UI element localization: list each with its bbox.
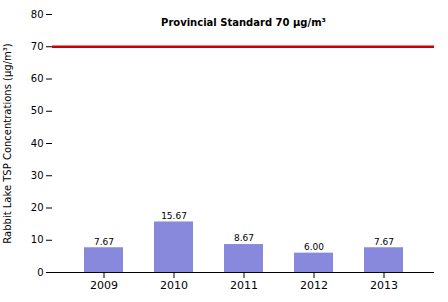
svg-text:10: 10 (31, 234, 44, 245)
svg-text:50: 50 (31, 105, 44, 116)
svg-text:60: 60 (31, 73, 44, 84)
svg-text:2012: 2012 (300, 279, 328, 292)
svg-text:2010: 2010 (160, 279, 188, 292)
svg-text:8.67: 8.67 (234, 233, 254, 243)
svg-text:0: 0 (37, 267, 43, 278)
svg-text:80: 80 (31, 9, 44, 20)
svg-text:2009: 2009 (90, 279, 118, 292)
svg-text:2013: 2013 (370, 279, 398, 292)
svg-text:7.67: 7.67 (374, 237, 394, 247)
svg-text:40: 40 (31, 138, 44, 149)
svg-text:7.67: 7.67 (94, 237, 114, 247)
svg-text:6.00: 6.00 (304, 242, 324, 252)
svg-text:30: 30 (31, 170, 44, 181)
svg-text:2011: 2011 (230, 279, 258, 292)
svg-text:15.67: 15.67 (161, 211, 187, 221)
svg-text:20: 20 (31, 202, 44, 213)
svg-text:Rabbit Lake TSP Concentrations: Rabbit Lake TSP Concentrations (μg/m³) (2, 43, 13, 243)
svg-text:Provincial Standard 70 μg/m³: Provincial Standard 70 μg/m³ (161, 17, 326, 28)
svg-text:70: 70 (31, 41, 44, 52)
